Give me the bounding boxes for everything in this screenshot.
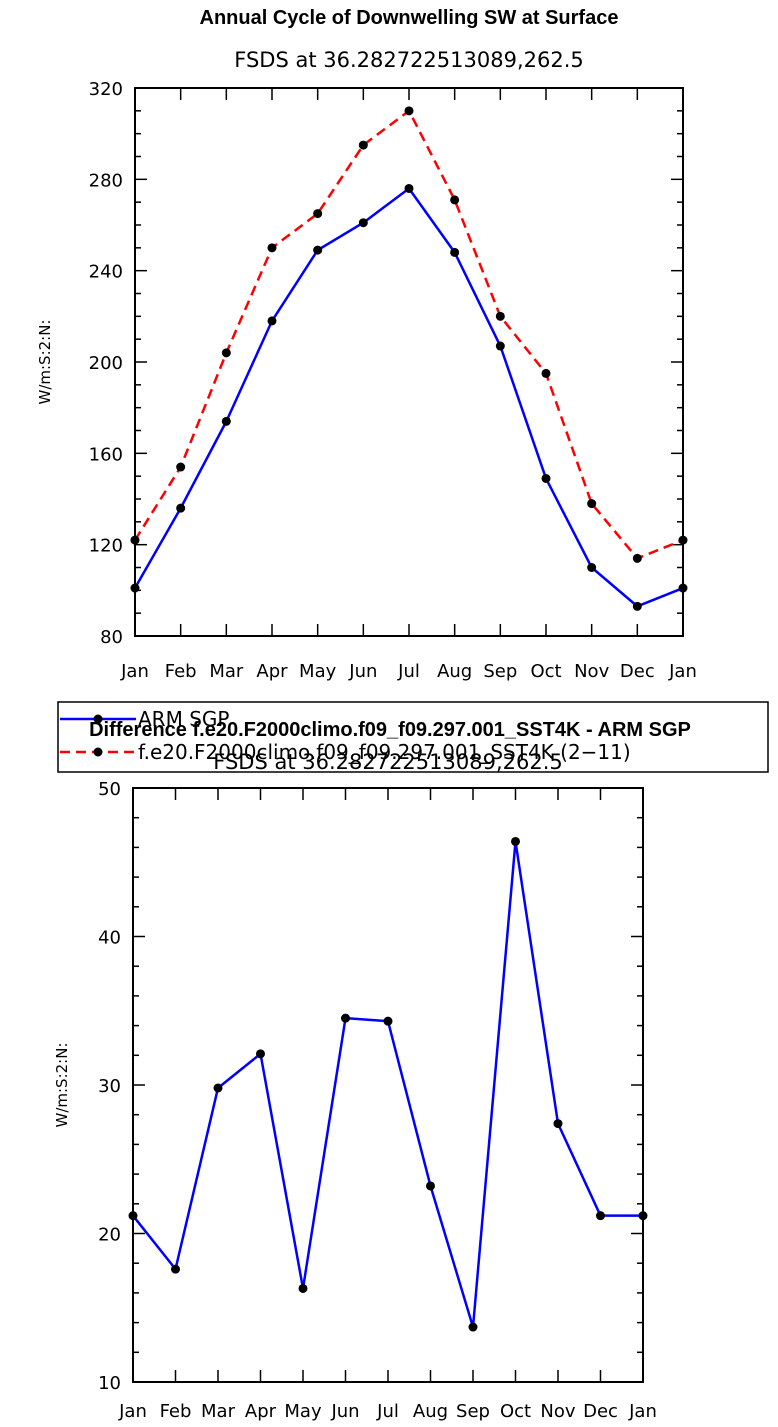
chart1-series-1-point <box>358 218 368 228</box>
chart1-series-2-point <box>632 553 642 563</box>
chart1-series-1-point <box>176 503 186 513</box>
chart1-xtick-label: Nov <box>574 661 609 682</box>
chart1-series-2-point <box>495 311 505 321</box>
chart2-ytick-label: 10 <box>98 1373 121 1394</box>
chart1-series-2-point <box>587 499 597 509</box>
chart1-title: Annual Cycle of Downwelling SW at Surfac… <box>200 7 619 29</box>
chart1-series-1-point <box>541 473 551 483</box>
chart1-series-2-point <box>450 195 460 205</box>
chart1-series-1-point <box>221 416 231 426</box>
chart1-series-1-point <box>587 563 597 572</box>
chart1-xtick-label: Feb <box>165 661 197 682</box>
chart1-series-1-point <box>495 341 505 351</box>
chart1-series-2-line <box>133 109 684 560</box>
chart2-plot-frame <box>132 787 644 1383</box>
chart2-xtick-label: Mar <box>201 1401 236 1422</box>
chart1-xtick-label: Aug <box>437 661 472 682</box>
chart1-xtick-label: Apr <box>256 661 288 682</box>
chart1-ylabel: W/m:S:2:N: <box>36 320 54 405</box>
chart1-xtick-label: Sep <box>483 661 517 682</box>
chart2-series-1-line <box>132 840 643 1329</box>
chart1-ytick-label: 240 <box>89 262 123 283</box>
chart2-xtick-label: Feb <box>160 1401 192 1422</box>
chart1-series-2-point <box>358 140 368 150</box>
chart1-xtick-label: Jan <box>120 661 149 682</box>
chart2-series-1-point <box>213 1083 223 1093</box>
chart1-series-2-point <box>221 348 231 358</box>
chart2-series-1-point <box>426 1181 435 1191</box>
chart1-subtitle: FSDS at 36.282722513089,262.5 <box>234 48 584 72</box>
chart1-series-2-point <box>541 368 551 378</box>
chart1-xtick-label: Jan <box>668 661 697 682</box>
chart1-legend-marker-1 <box>93 714 103 724</box>
chart2-series-1-point <box>596 1211 605 1221</box>
chart2-title: Difference f.e20.F2000climo.f09_f09.297.… <box>89 719 691 741</box>
chart1-xtick-label: Oct <box>530 661 561 682</box>
chart2-xtick-label: Aug <box>413 1401 448 1422</box>
chart1-xtick-label: Jun <box>348 661 377 682</box>
chart1-xtick-label: Dec <box>620 661 655 682</box>
chart2-xtick-label: Oct <box>500 1401 531 1422</box>
chart2-xtick-label: Sep <box>456 1401 490 1422</box>
chart2-xtick-label: Jul <box>376 1401 399 1422</box>
chart1-series-2-point <box>267 243 277 253</box>
chart1-series-1-point <box>632 601 642 611</box>
chart1-series-2-point <box>176 462 186 472</box>
chart2-xtick-label: Nov <box>540 1401 575 1422</box>
chart1-legend-marker-2 <box>93 747 103 757</box>
chart2-ytick-label: 50 <box>98 779 121 800</box>
chart1-xtick-label: Mar <box>209 661 244 682</box>
chart2-series-1-point <box>341 1013 350 1023</box>
chart1-xtick-label: May <box>299 661 337 682</box>
chart1-series-1-point <box>313 245 323 255</box>
chart2-ytick-label: 40 <box>98 928 121 949</box>
chart2-series-1-point <box>171 1264 180 1274</box>
chart2-series-1-point <box>298 1283 308 1293</box>
chart2-xtick-label: Jun <box>330 1401 359 1422</box>
chart1-legend-box <box>57 701 769 773</box>
chart2-series-1-point <box>256 1049 265 1059</box>
chart2-xtick-label: Jan <box>628 1401 657 1422</box>
chart2-series-1-point <box>468 1322 478 1332</box>
chart2-subtitle: FSDS at 36.282722513089,262.5 <box>213 750 563 774</box>
chart1-legend-label-1: ARM SGP <box>138 707 229 731</box>
chart2-series-1-point <box>553 1119 563 1129</box>
chart2-xtick-label: May <box>284 1401 322 1422</box>
chart1-legend-label-2: f.e20.F2000climo.f09_f09.297.001_SST4K (… <box>138 740 631 764</box>
chart2-ytick-label: 20 <box>98 1225 121 1246</box>
chart1-series-1-point <box>267 316 277 326</box>
chart1-ytick-label: 80 <box>100 627 123 648</box>
chart1-series-1-line <box>133 187 684 608</box>
chart2-xtick-label: Apr <box>245 1401 277 1422</box>
chart1-ytick-label: 280 <box>89 170 123 191</box>
chart1-series-1-point <box>450 247 460 257</box>
chart1-ytick-label: 120 <box>89 536 123 557</box>
chart2-ylabel: W/m:S:2:N: <box>53 1043 71 1128</box>
chart1-ytick-label: 160 <box>89 444 123 465</box>
chart1-series-2-point <box>313 209 323 219</box>
chart2-xtick-label: Jan <box>118 1401 147 1422</box>
chart2-series-1-point <box>383 1016 393 1026</box>
chart2-xtick-label: Dec <box>583 1401 618 1422</box>
chart2-ytick-label: 30 <box>98 1076 121 1097</box>
chart1-xtick-label: Jul <box>397 661 420 682</box>
chart1-ytick-label: 200 <box>89 353 123 374</box>
chart1-plot-frame <box>134 87 684 637</box>
chart2-series-1-point <box>511 836 520 846</box>
chart1-series-2-point <box>404 106 414 116</box>
chart1-series-1-point <box>404 183 414 193</box>
chart1-ytick-label: 320 <box>89 79 123 100</box>
